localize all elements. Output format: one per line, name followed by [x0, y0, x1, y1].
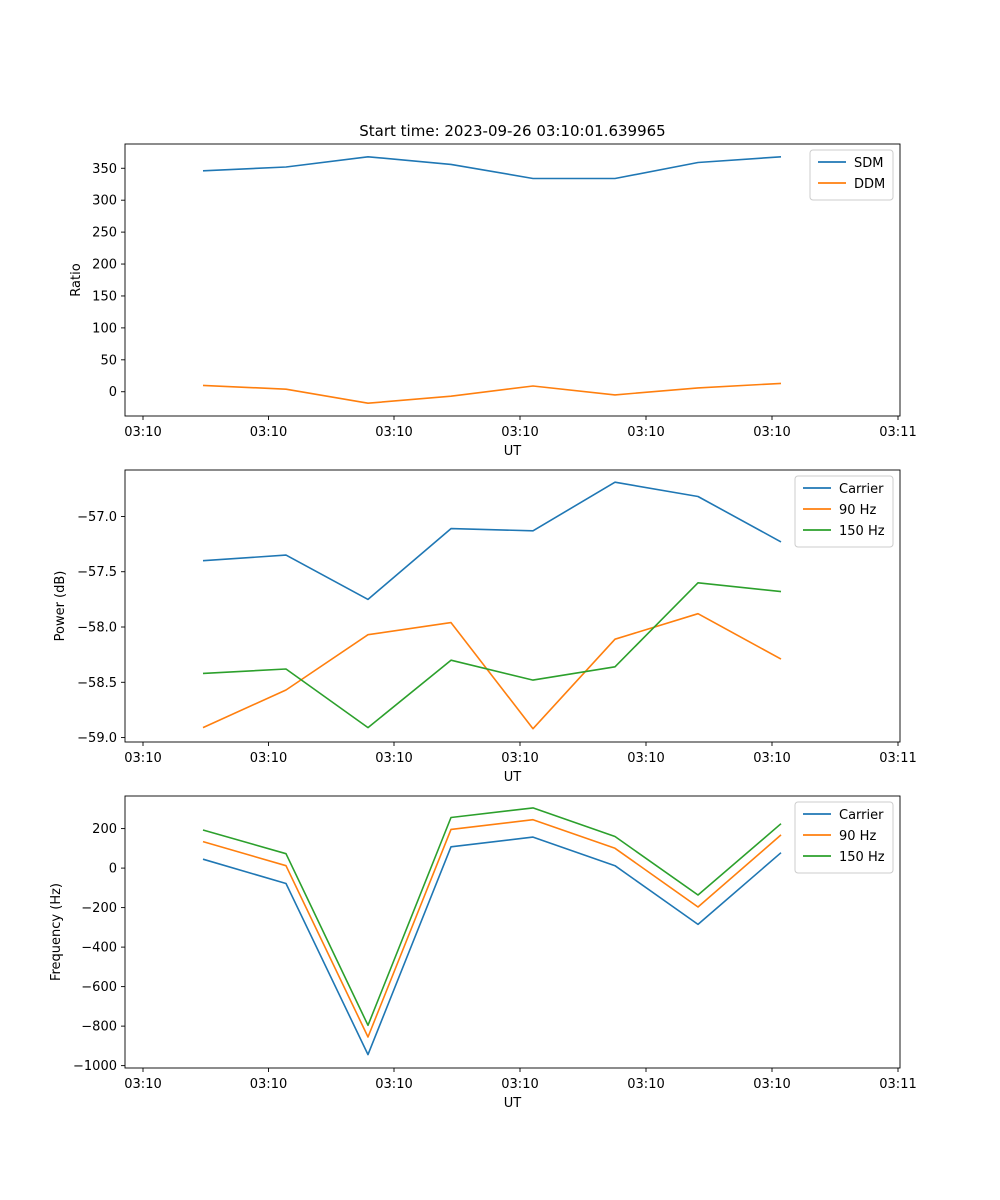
legend: Carrier 90 Hz 150 Hz — [794, 475, 894, 548]
legend-label: SDM — [854, 156, 883, 171]
x-tick-label: 03:10 — [753, 751, 790, 766]
x-tick-label: 03:10 — [124, 751, 161, 766]
y-tick-label: −200 — [81, 901, 117, 916]
y-tick-label: 200 — [92, 258, 117, 273]
x-tick-label: 03:10 — [501, 425, 538, 440]
series-line-90-hz — [202, 612, 782, 730]
x-tick-label: 03:10 — [250, 425, 287, 440]
y-tick-label: −59.0 — [77, 731, 117, 746]
y-tick-label: −57.0 — [77, 510, 117, 525]
x-tick-label: 03:10 — [627, 751, 664, 766]
y-axis-label: Power (dB) — [53, 571, 68, 642]
axes-frame — [124, 143, 901, 417]
x-tick-label: 03:11 — [879, 1077, 916, 1092]
x-tick-label: 03:10 — [124, 425, 161, 440]
series-line-carrier — [202, 836, 782, 1056]
legend: SDM DDM — [809, 149, 894, 201]
x-tick-label: 03:10 — [753, 1077, 790, 1092]
x-tick-label: 03:11 — [879, 751, 916, 766]
x-tick-label: 03:10 — [124, 1077, 161, 1092]
series-line-carrier — [202, 481, 782, 601]
legend-label: 90 Hz — [839, 503, 876, 518]
x-tick-label: 03:10 — [375, 1077, 412, 1092]
legend-label: 150 Hz — [839, 850, 885, 865]
legend-label: Carrier — [839, 808, 884, 823]
x-axis-label: UT — [504, 444, 522, 459]
chart-title: Start time: 2023-09-26 03:10:01.639965 — [359, 122, 665, 140]
y-tick-label: 200 — [92, 822, 117, 837]
y-tick-label: 50 — [100, 353, 117, 368]
x-tick-label: 03:11 — [879, 425, 916, 440]
y-tick-label: −800 — [81, 1020, 117, 1035]
y-tick-label: 350 — [92, 162, 117, 177]
x-tick-label: 03:10 — [375, 425, 412, 440]
x-axis-label: UT — [504, 770, 522, 785]
x-tick-label: 03:10 — [627, 1077, 664, 1092]
y-tick-label: 300 — [92, 194, 117, 209]
y-tick-label: 0 — [109, 862, 117, 877]
y-tick-label: 250 — [92, 226, 117, 241]
x-tick-label: 03:10 — [753, 425, 790, 440]
y-tick-label: 150 — [92, 289, 117, 304]
legend: Carrier 90 Hz 150 Hz — [794, 801, 894, 874]
x-tick-label: 03:10 — [250, 1077, 287, 1092]
x-tick-label: 03:10 — [627, 425, 664, 440]
x-axis-label: UT — [504, 1096, 522, 1111]
axes-frame — [124, 795, 901, 1069]
legend-label: 150 Hz — [839, 524, 885, 539]
frequency-panel: 03:10 03:10 03:10 03:10 03:10 03:10 03:11 UT −10… — [49, 795, 917, 1111]
y-tick-label: −1000 — [73, 1059, 117, 1074]
x-tick-label: 03:10 — [501, 751, 538, 766]
x-tick-label: 03:10 — [501, 1077, 538, 1092]
legend-label: 90 Hz — [839, 829, 876, 844]
y-axis-label: Ratio — [69, 263, 84, 296]
x-tick-label: 03:10 — [375, 751, 412, 766]
y-tick-label: 100 — [92, 321, 117, 336]
legend-label: Carrier — [839, 482, 884, 497]
y-tick-label: −58.5 — [77, 676, 117, 691]
series-line-sdm — [202, 156, 782, 180]
y-tick-label: −400 — [81, 941, 117, 956]
power-panel: 03:10 03:10 03:10 03:10 03:10 03:10 03:11 UT −59… — [53, 469, 917, 785]
legend-label: DDM — [854, 177, 885, 192]
y-axis-label: Frequency (Hz) — [49, 883, 64, 981]
y-tick-label: −58.0 — [77, 621, 117, 636]
axes-frame — [124, 469, 901, 743]
y-tick-label: −57.5 — [77, 565, 117, 580]
series-line-ddm — [202, 382, 782, 405]
y-tick-label: −600 — [81, 980, 117, 995]
series-line-150-hz — [202, 581, 782, 729]
x-tick-label: 03:10 — [250, 751, 287, 766]
series-line-90-hz — [202, 818, 782, 1038]
series-line-150-hz — [202, 807, 782, 1027]
ratio-panel: Start time: 2023-09-26 03:10:01.63996503… — [69, 122, 917, 459]
y-tick-label: 0 — [109, 385, 117, 400]
